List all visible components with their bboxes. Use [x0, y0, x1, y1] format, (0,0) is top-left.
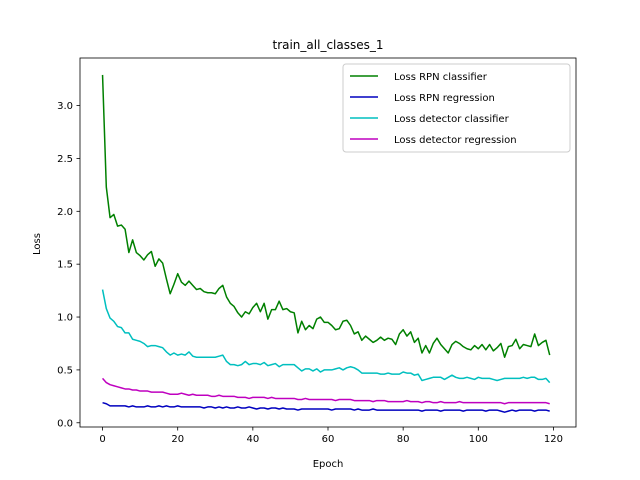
y-axis-label: Loss [32, 233, 43, 255]
legend: Loss RPN classifier Loss RPN regression Lo… [342, 63, 571, 153]
chart-title: train_all_classes_1 [272, 38, 383, 52]
series-line-3 [101, 289, 551, 384]
y-tick-label: 2.0 [57, 207, 73, 218]
legend-label: Loss RPN regression [394, 93, 495, 104]
legend-label: Loss detector classifier [394, 114, 510, 125]
y-tick-label: 3.0 [57, 101, 73, 112]
y-axis-ticks: 0.0 0.5 1.0 1.5 2.0 2.5 3.0 [57, 101, 80, 429]
x-axis-label: Epoch [313, 459, 344, 470]
series-layer [101, 74, 551, 413]
x-tick-label: 0 [99, 434, 105, 445]
legend-label: Loss detector regression [394, 135, 517, 146]
y-tick-label: 0.0 [57, 418, 73, 429]
series-line-2 [102, 401, 550, 413]
plot-area: 0 20 40 60 80 100 120 0.0 0.5 1.0 1.5 2.0 2.5 3.0 [57, 57, 577, 445]
x-tick-label: 100 [469, 434, 488, 445]
series-line-1 [101, 74, 551, 358]
x-tick-label: 80 [397, 434, 410, 445]
series-line-4 [101, 377, 550, 405]
legend-box [342, 63, 571, 153]
y-tick-label: 1.0 [57, 313, 73, 324]
x-axis-ticks: 0 20 40 60 80 100 120 [99, 427, 563, 445]
legend-label: Loss RPN classifier [394, 72, 488, 83]
x-tick-label: 60 [322, 434, 335, 445]
x-tick-label: 120 [544, 434, 563, 445]
y-tick-label: 1.5 [57, 260, 73, 271]
x-tick-label: 20 [171, 434, 184, 445]
y-tick-label: 0.5 [57, 365, 73, 376]
x-tick-label: 40 [246, 434, 259, 445]
y-tick-label: 2.5 [57, 154, 73, 165]
